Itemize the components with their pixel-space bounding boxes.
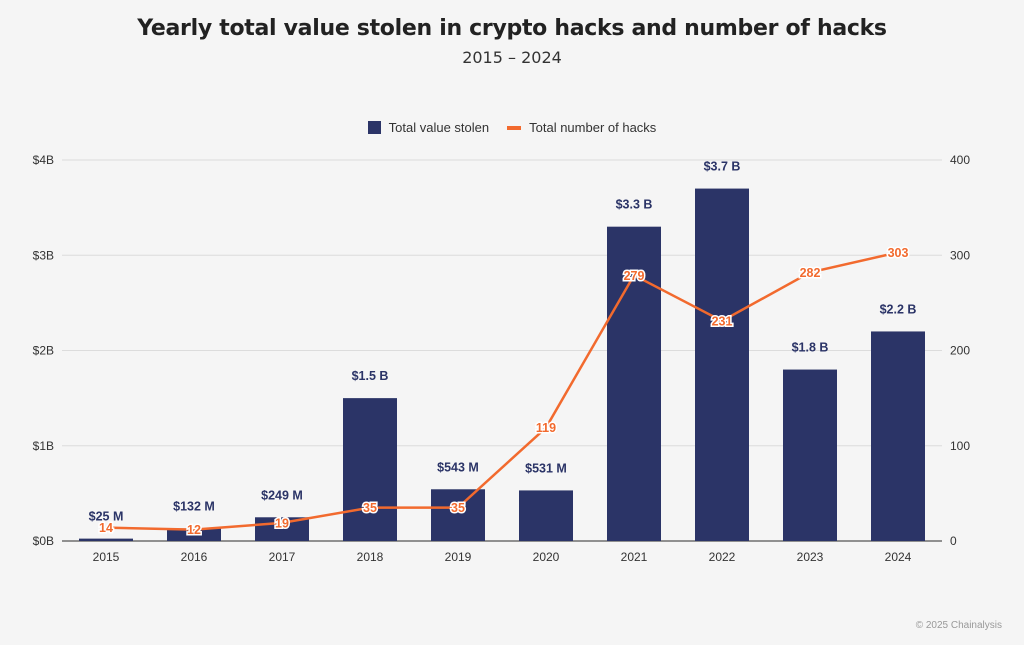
legend-item-line: Total number of hacks — [507, 120, 656, 135]
bar — [79, 538, 133, 541]
left-tick-label: $4B — [33, 153, 54, 167]
line-series — [105, 251, 899, 531]
legend-label: Total value stolen — [388, 120, 490, 135]
right-tick-label: 100 — [950, 439, 970, 453]
bar-data-label: $132 M — [173, 499, 215, 513]
line-data-label: 14 — [99, 521, 113, 535]
bar-data-label: $2.2 B — [880, 302, 917, 316]
bar — [783, 369, 837, 541]
bar — [519, 490, 573, 541]
bar-data-label: $249 M — [261, 488, 303, 502]
legend-swatch-bar — [367, 121, 381, 134]
x-tick-label: 2018 — [357, 550, 384, 564]
bar — [695, 188, 749, 541]
x-tick-label: 2020 — [533, 550, 560, 564]
line-data-label: 35 — [451, 501, 465, 515]
line-data-label: 19 — [275, 516, 289, 530]
bar-data-label: $1.5 B — [352, 369, 389, 383]
right-tick-label: 300 — [950, 248, 970, 262]
right-tick-label: 400 — [950, 153, 970, 167]
x-tick-label: 2024 — [885, 550, 912, 564]
left-tick-label: $0B — [33, 534, 54, 548]
legend-swatch-line — [507, 125, 522, 130]
line-data-label: 119 — [536, 421, 556, 435]
bar — [431, 489, 485, 541]
chart-subtitle: 2015 – 2024 — [462, 48, 562, 67]
right-tick-label: 0 — [950, 534, 957, 548]
legend-item-bar: Total value stolen — [367, 120, 490, 135]
bar-data-label: $3.3 B — [616, 198, 653, 212]
bar — [871, 331, 925, 541]
line-data-label: 35 — [363, 501, 377, 515]
chart-title: Yearly total value stolen in crypto hack… — [137, 16, 887, 41]
x-tick-label: 2015 — [93, 550, 120, 564]
bar — [607, 226, 661, 542]
x-tick-label: 2019 — [445, 550, 472, 564]
x-tick-label: 2023 — [797, 550, 824, 564]
legend-label: Total number of hacks — [529, 120, 657, 135]
left-tick-label: $2B — [33, 344, 54, 358]
line-data-label: 303 — [888, 246, 909, 260]
right-tick-label: 200 — [950, 344, 970, 358]
left-tick-label: $1B — [33, 439, 54, 453]
line-data-label: 231 — [712, 314, 733, 328]
line-data-label: 279 — [624, 269, 645, 283]
bar-data-label: $25 M — [89, 510, 124, 524]
bar-data-label: $543 M — [437, 460, 479, 474]
bar — [167, 528, 221, 541]
bar-data-label: $3.7 B — [704, 160, 741, 174]
left-tick-label: $3B — [33, 248, 54, 262]
bar-data-label: $531 M — [525, 461, 567, 475]
line-data-label: 282 — [800, 266, 821, 280]
x-tick-label: 2022 — [709, 550, 736, 564]
x-tick-label: 2021 — [621, 550, 648, 564]
copyright: © 2025 Chainalysis — [915, 620, 1002, 631]
legend: Total value stolen Total number of hacks — [0, 120, 1024, 135]
bar — [343, 398, 397, 541]
line-data-label: 12 — [187, 523, 201, 537]
x-tick-label: 2016 — [181, 550, 208, 564]
x-tick-label: 2017 — [269, 550, 296, 564]
bar-data-label: $1.8 B — [792, 341, 829, 355]
